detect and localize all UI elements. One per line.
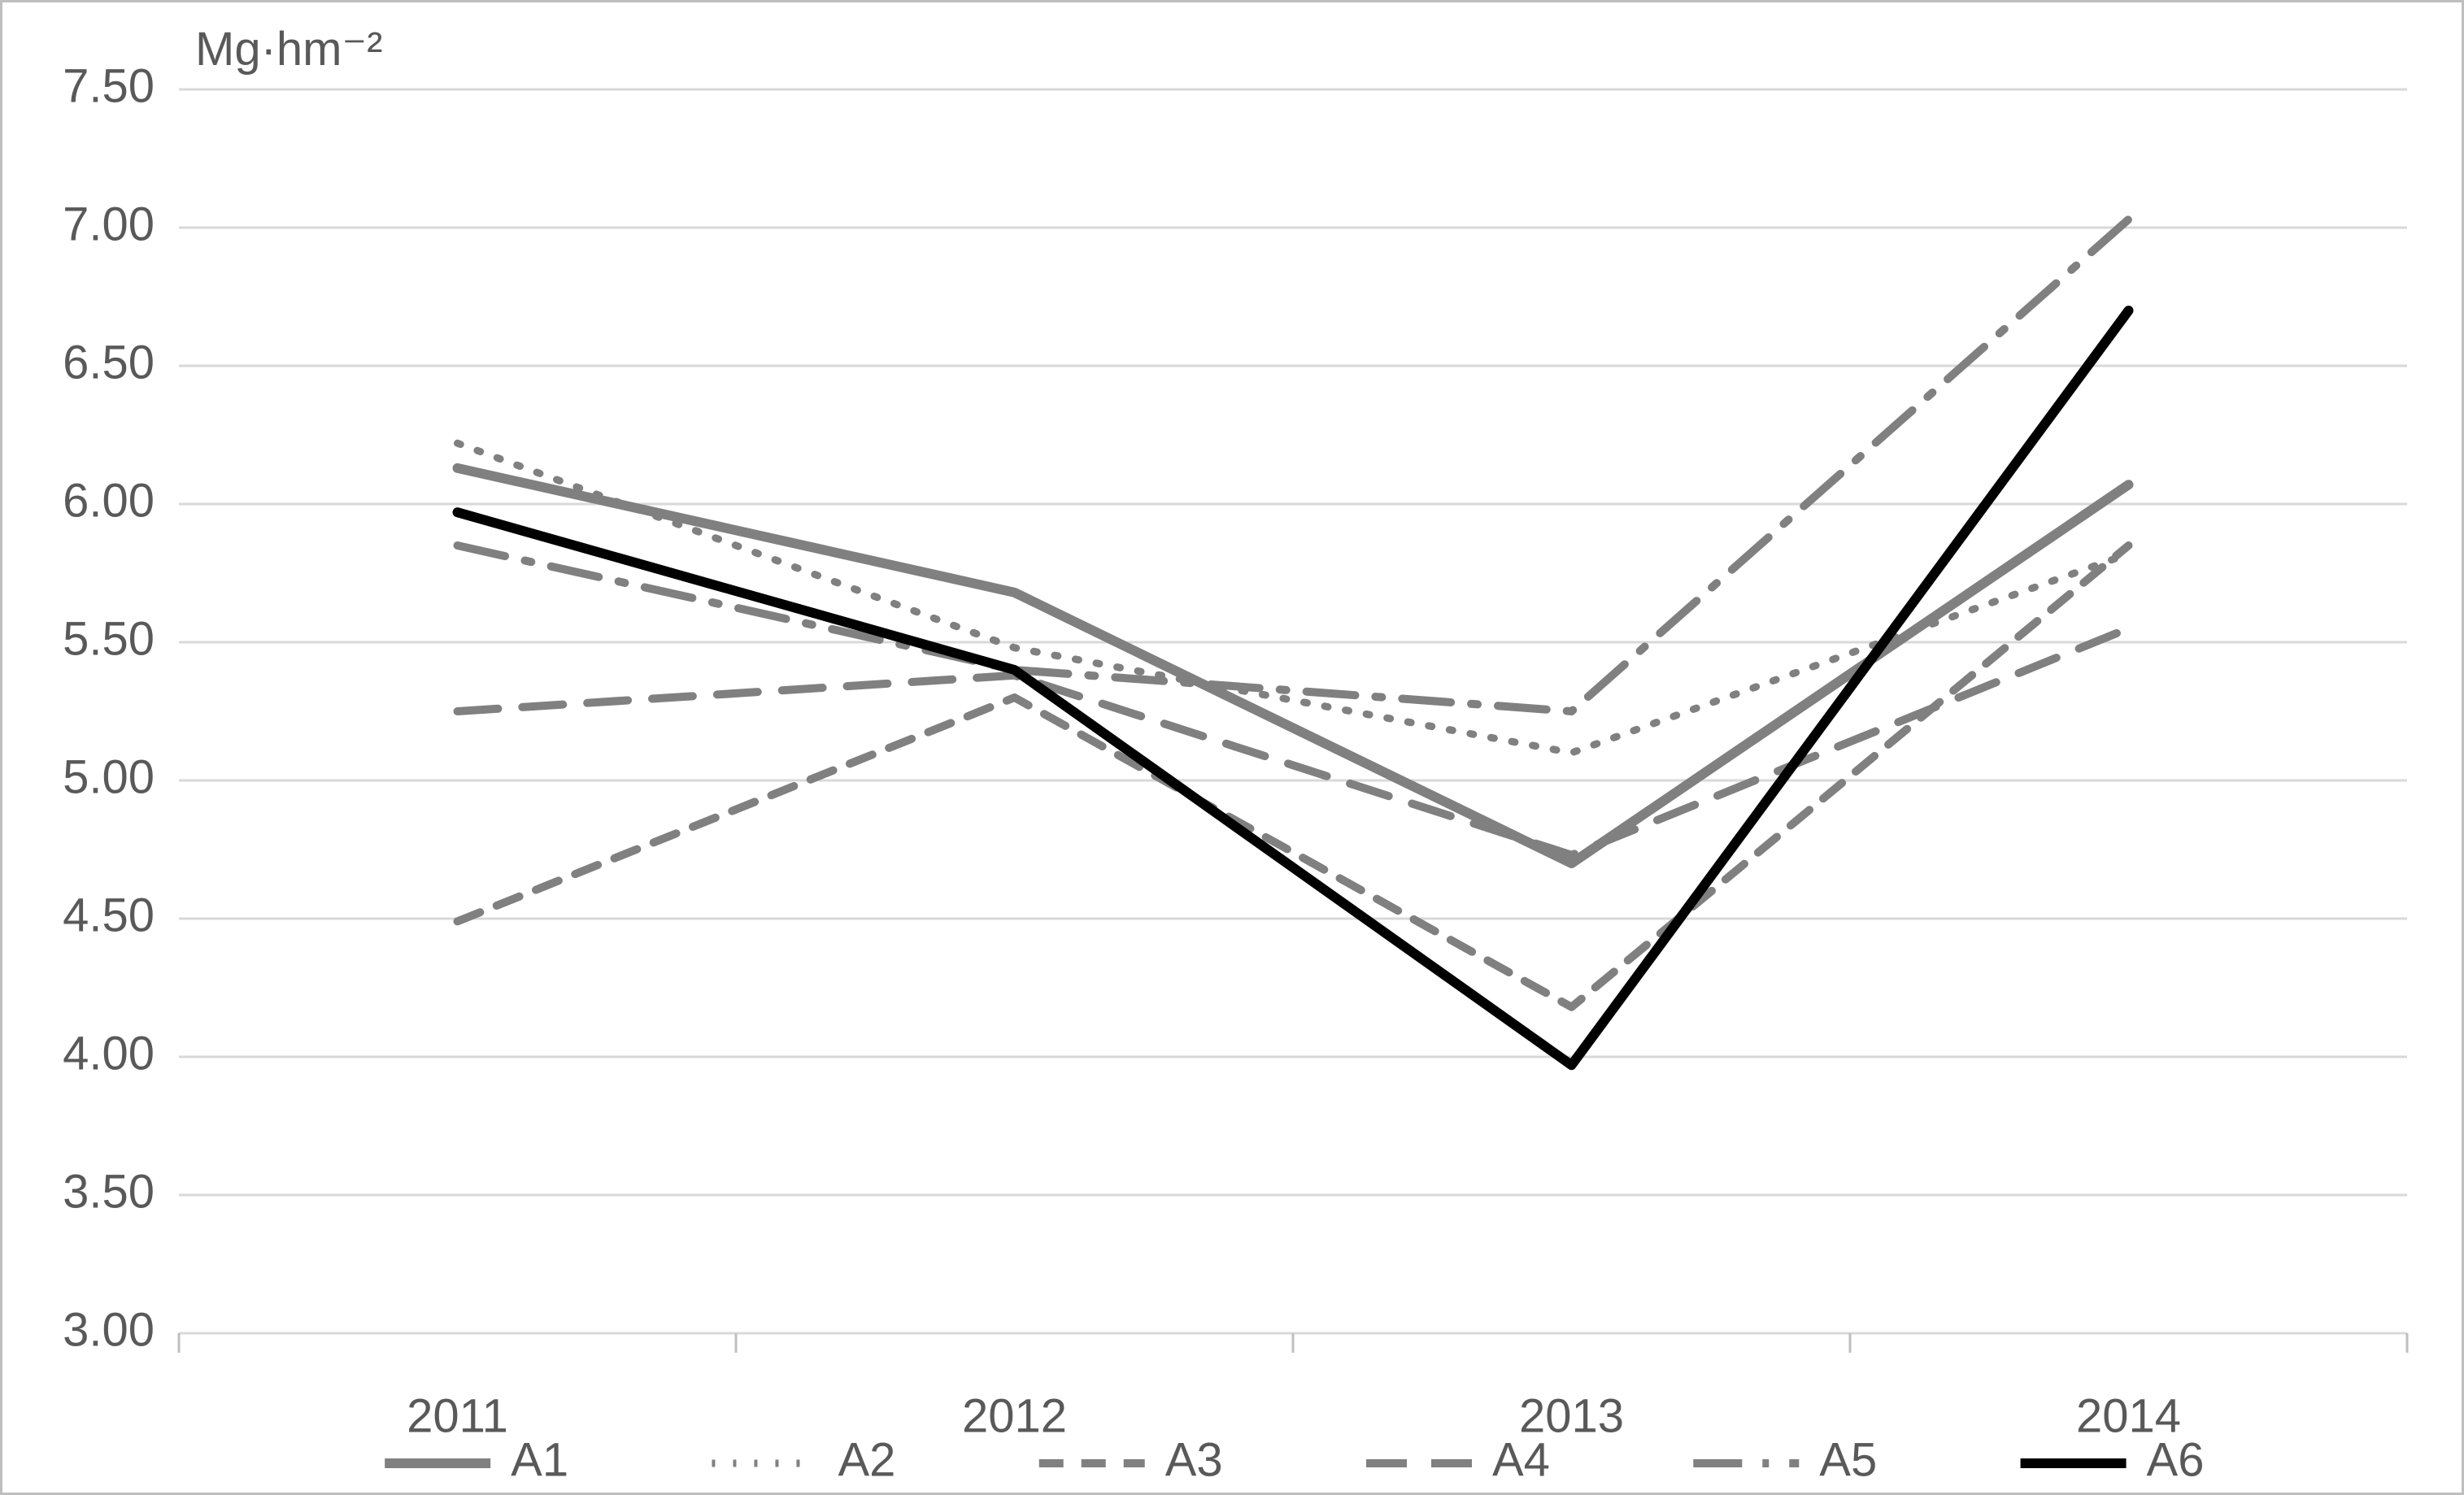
ytick-label: 3.50 xyxy=(63,1165,155,1218)
xtick-label: 2011 xyxy=(407,1390,508,1443)
ytick-label: 5.00 xyxy=(63,750,155,803)
ytick-label: 3.00 xyxy=(63,1303,155,1356)
legend-label-a6: A6 xyxy=(2147,1433,2205,1486)
legend-label-a5: A5 xyxy=(1819,1433,1877,1486)
xtick-label: 2012 xyxy=(962,1390,1067,1443)
legend-label-a3: A3 xyxy=(1165,1433,1223,1486)
legend-label-a1: A1 xyxy=(511,1433,568,1486)
legend-label-a4: A4 xyxy=(1492,1433,1550,1486)
ytick-label: 6.50 xyxy=(63,336,155,389)
ytick-label: 7.00 xyxy=(63,198,155,250)
ytick-label: 4.50 xyxy=(63,889,155,941)
ytick-label: 7.50 xyxy=(63,59,155,112)
ytick-label: 4.00 xyxy=(63,1027,155,1080)
ytick-label: 6.00 xyxy=(63,474,155,527)
ytick-label: 5.50 xyxy=(63,612,155,665)
legend-label-a2: A2 xyxy=(838,1433,895,1486)
y-axis-label: Mg·hm⁻² xyxy=(195,23,382,76)
line-chart: 3.00 3.50 4.00 4.50 5.00 5.50 6.00 6.50 7.00 7.50… xyxy=(0,0,2464,1495)
